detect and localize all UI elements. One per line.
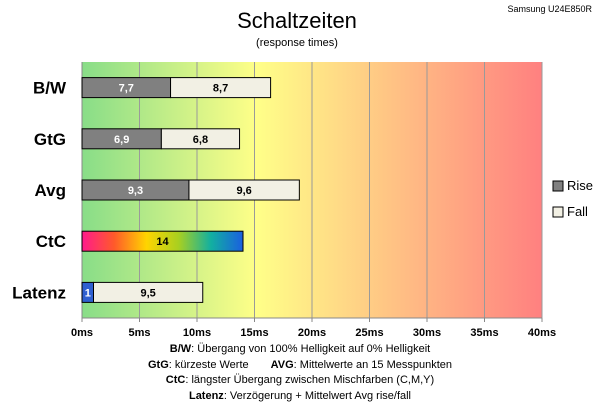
chart-subtitle: (response times) [256, 37, 338, 49]
monitor-model-label: Samsung U24E850R [507, 4, 592, 14]
legend-label-rise: Rise [567, 178, 593, 193]
category-labels: B/W GtG Avg CtC Latenz [12, 79, 67, 303]
legend-swatch-fall [552, 206, 564, 218]
note-latenz: Latenz: Verzögerung + Mittelwert Avg ris… [0, 389, 600, 405]
x-tick-labels: 0ms 5ms 10ms 15ms 20ms 25ms 30ms 35ms 40ms [71, 327, 556, 339]
bar-fall [93, 281, 204, 303]
bar-fall [170, 77, 272, 99]
x-tick-label: 0ms [71, 327, 93, 339]
note-gtg-text: : kürzeste Werte [168, 358, 249, 371]
x-tick-label: 10ms [183, 327, 211, 339]
category-label: Latenz [12, 283, 66, 302]
x-tick-label: 40ms [528, 327, 556, 339]
bar-value-label-rise: 7,7 [119, 83, 134, 95]
bars-group: 7,7 8,7 6,9 6,8 9,3 9,6 14 1 9,5 [81, 77, 300, 303]
legend: Rise Fall [552, 178, 593, 219]
bar-value-label-fall: 9,5 [140, 287, 155, 299]
chart-notes: B/W: Übergang von 100% Helligkeit auf 0%… [0, 342, 600, 404]
bar-value-label-fall: 6,8 [193, 134, 208, 146]
note-bw-key: B/W [169, 343, 192, 355]
note-gtg-avg: GtG: kürzeste Werte AVG: Mittelwerte an 1… [0, 358, 600, 374]
bar-fall [160, 128, 241, 150]
legend-label-fall: Fall [567, 204, 588, 219]
legend-swatch-rise [552, 180, 564, 192]
note-bw: B/W: Übergang von 100% Helligkeit auf 0%… [0, 342, 600, 358]
bar-value-label-rise: 14 [156, 236, 169, 248]
category-label: B/W [33, 79, 67, 98]
bar-value-label-fall: 8,7 [213, 83, 228, 95]
note-avg-text: : Mittelwerte an 15 Messpunkten [293, 358, 453, 371]
note-gtg-key: GtG [147, 358, 169, 371]
category-label: CtC [36, 232, 66, 251]
note-bw-text: : Übergang von 100% Helligkeit auf 0% He… [191, 343, 431, 355]
x-tick-label: 35ms [470, 327, 498, 339]
bar-value-label-rise: 9,3 [128, 185, 143, 197]
bar-fall [188, 179, 300, 201]
note-avg-key: AVG [270, 358, 294, 371]
note-latenz-key: Latenz [188, 389, 224, 402]
x-tick-label: 5ms [128, 327, 150, 339]
category-label: GtG [34, 130, 66, 149]
note-ctc-key: CtC [165, 374, 186, 386]
category-label: Avg [35, 181, 67, 200]
note-latenz-text: : Verzögerung + Mittelwert Avg rise/fall [223, 389, 412, 402]
x-tick-label: 20ms [298, 327, 326, 339]
x-tick-label: 25ms [355, 327, 383, 339]
chart-title: Schaltzeiten [237, 8, 357, 33]
note-ctc-text: : längster Übergang zwischen Mischfarben… [185, 374, 435, 386]
note-ctc: CtC: längster Übergang zwischen Mischfar… [0, 373, 600, 389]
x-tick-label: 30ms [413, 327, 441, 339]
bar-value-label-rise: 6,9 [114, 134, 129, 146]
x-tick-label: 15ms [240, 327, 268, 339]
bar-value-label-fall: 9,6 [237, 185, 252, 197]
bar-value-label-rise: 1 [85, 287, 91, 299]
bar-rise [81, 230, 244, 252]
response-time-chart: Schaltzeiten (response times) Samsung U2… [12, 4, 593, 339]
